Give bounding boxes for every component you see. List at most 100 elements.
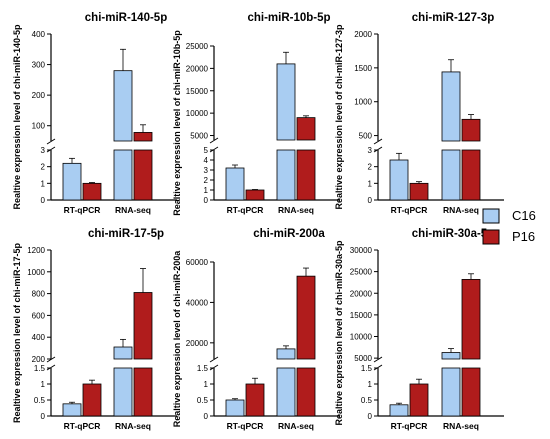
- axis-break-mark: [46, 146, 56, 153]
- chart-title: chi-miR-200a: [253, 228, 325, 240]
- chart-panel: chi-miR-140-5p Realtive expression level …: [12, 12, 177, 215]
- y-tick-label: 100: [32, 122, 46, 131]
- y-tick-label: 1: [368, 179, 373, 188]
- legend-swatch-c16: [482, 208, 500, 224]
- bar-c16-rtqpcr: [62, 403, 82, 417]
- bar-c16-rtqpcr: [389, 404, 409, 417]
- x-tick-label: RNA-seq: [278, 421, 314, 431]
- axis-break-mark: [46, 356, 56, 363]
- y-tick-label: 1000: [354, 98, 372, 107]
- y-tick-label: 2: [41, 163, 46, 172]
- bar-c16-rtqpcr: [225, 399, 245, 417]
- y-tick-label: 1: [41, 380, 46, 389]
- y-tick-label: 1: [41, 179, 46, 188]
- y-tick-label: 1: [204, 380, 209, 389]
- bar-p16-rnaseq-lower: [296, 367, 316, 417]
- bar-p16-rtqpcr: [82, 182, 102, 201]
- y-tick-label: 0: [204, 412, 209, 421]
- y-tick-label: 25000: [350, 268, 373, 277]
- bar-p16-rtqpcr: [82, 383, 102, 417]
- y-axis-label: Realtive expression level of chi-miR-140…: [12, 24, 22, 210]
- y-tick-label: 20000: [186, 64, 209, 73]
- chart-title: chi-miR-17-5p: [88, 228, 164, 240]
- axis-break-mark: [46, 364, 56, 371]
- axis-break-gap: [373, 360, 504, 367]
- x-tick-label: RNA-seq: [443, 205, 479, 215]
- bar-p16-rtqpcr: [245, 383, 265, 417]
- legend-swatch-p16: [482, 229, 500, 245]
- bar-p16-rnaseq-lower: [461, 149, 481, 201]
- legend-label-c16: C16: [512, 208, 536, 223]
- bar-c16-rnaseq-upper: [441, 71, 461, 142]
- bar-p16-rnaseq-lower: [133, 149, 153, 201]
- y-tick-label: 1500: [354, 64, 372, 73]
- y-tick-label: 300: [32, 61, 46, 70]
- y-tick-label: 40000: [186, 298, 209, 307]
- x-tick-label: RNA-seq: [443, 421, 479, 431]
- bar-c16-rnaseq-lower: [113, 149, 133, 201]
- y-tick-label: 10000: [350, 333, 373, 342]
- chart-panels: chi-miR-140-5p Realtive expression level …: [12, 12, 504, 431]
- axis-break-mark: [209, 146, 219, 153]
- y-tick-label: 3: [41, 146, 46, 155]
- axis-break-gap: [46, 360, 177, 367]
- bar-p16-rnaseq-upper: [461, 118, 481, 142]
- y-tick-label: 1200: [27, 246, 45, 255]
- bar-p16-rnaseq-upper: [296, 117, 316, 141]
- bar-c16-rnaseq-lower: [276, 149, 296, 201]
- y-tick-label: 3: [204, 166, 209, 175]
- x-tick-label: RNA-seq: [115, 421, 151, 431]
- axis-break-mark: [373, 146, 383, 153]
- chart-title: chi-miR-30a-5p: [412, 228, 494, 240]
- y-tick-label: 2: [368, 163, 373, 172]
- y-tick-label: 5000: [354, 354, 372, 363]
- bar-c16-rnaseq-upper: [441, 352, 461, 360]
- bar-p16-rnaseq-lower: [133, 367, 153, 417]
- bar-p16-rtqpcr: [245, 189, 265, 201]
- y-tick-label: 15000: [186, 87, 209, 96]
- bar-p16-rtqpcr: [409, 182, 429, 201]
- axis-break-gap: [209, 141, 340, 149]
- axis-break-mark: [373, 356, 383, 363]
- y-tick-label: 2: [204, 176, 209, 185]
- bar-c16-rnaseq-upper: [276, 63, 296, 141]
- y-tick-label: 15000: [350, 311, 373, 320]
- x-tick-label: RNA-seq: [278, 205, 314, 215]
- x-tick-label: RT-qPCR: [227, 205, 264, 215]
- legend-label-p16: P16: [512, 229, 535, 244]
- y-tick-label: 3: [368, 146, 373, 155]
- bar-p16-rnaseq-upper: [461, 279, 481, 360]
- x-tick-label: RT-qPCR: [227, 421, 264, 431]
- y-tick-label: 1.5: [34, 364, 46, 373]
- y-tick-label: 1: [368, 380, 373, 389]
- y-tick-label: 0.5: [197, 396, 209, 405]
- bar-c16-rnaseq-lower: [441, 149, 461, 201]
- axis-break-mark: [46, 138, 56, 145]
- chart-panel: chi-miR-10b-5p Realtive expression level …: [172, 12, 340, 216]
- y-axis-label: Realtive expression level of chi-miR-17-…: [12, 242, 22, 423]
- bar-p16-rnaseq-lower: [296, 149, 316, 201]
- y-tick-label: 500: [359, 132, 373, 141]
- y-tick-label: 20000: [350, 289, 373, 298]
- y-tick-label: 0: [368, 412, 373, 421]
- chart-title: chi-miR-10b-5p: [247, 12, 330, 24]
- y-tick-label: 5000: [190, 132, 208, 141]
- chart-panel: chi-miR-17-5p Realtive expression level o…: [12, 228, 177, 431]
- bar-c16-rnaseq-lower: [441, 367, 461, 417]
- bar-p16-rnaseq-upper: [296, 275, 316, 360]
- axis-break-gap: [46, 142, 177, 149]
- y-tick-label: 1.5: [361, 364, 373, 373]
- chart-panel: chi-miR-200a Realtive expression level of…: [172, 228, 340, 431]
- y-tick-label: 200: [32, 91, 46, 100]
- chart-title: chi-miR-127-3p: [412, 12, 494, 24]
- bar-c16-rnaseq-upper: [113, 70, 133, 142]
- axis-break-mark: [373, 364, 383, 371]
- y-tick-label: 0: [41, 196, 46, 205]
- y-tick-label: 2000: [354, 30, 372, 39]
- axis-break-mark: [209, 137, 219, 144]
- y-axis-label: Realtive expression level of chi-miR-127…: [334, 24, 344, 210]
- bar-c16-rnaseq-lower: [276, 367, 296, 417]
- y-tick-label: 0: [204, 196, 209, 205]
- bar-c16-rtqpcr: [389, 159, 409, 201]
